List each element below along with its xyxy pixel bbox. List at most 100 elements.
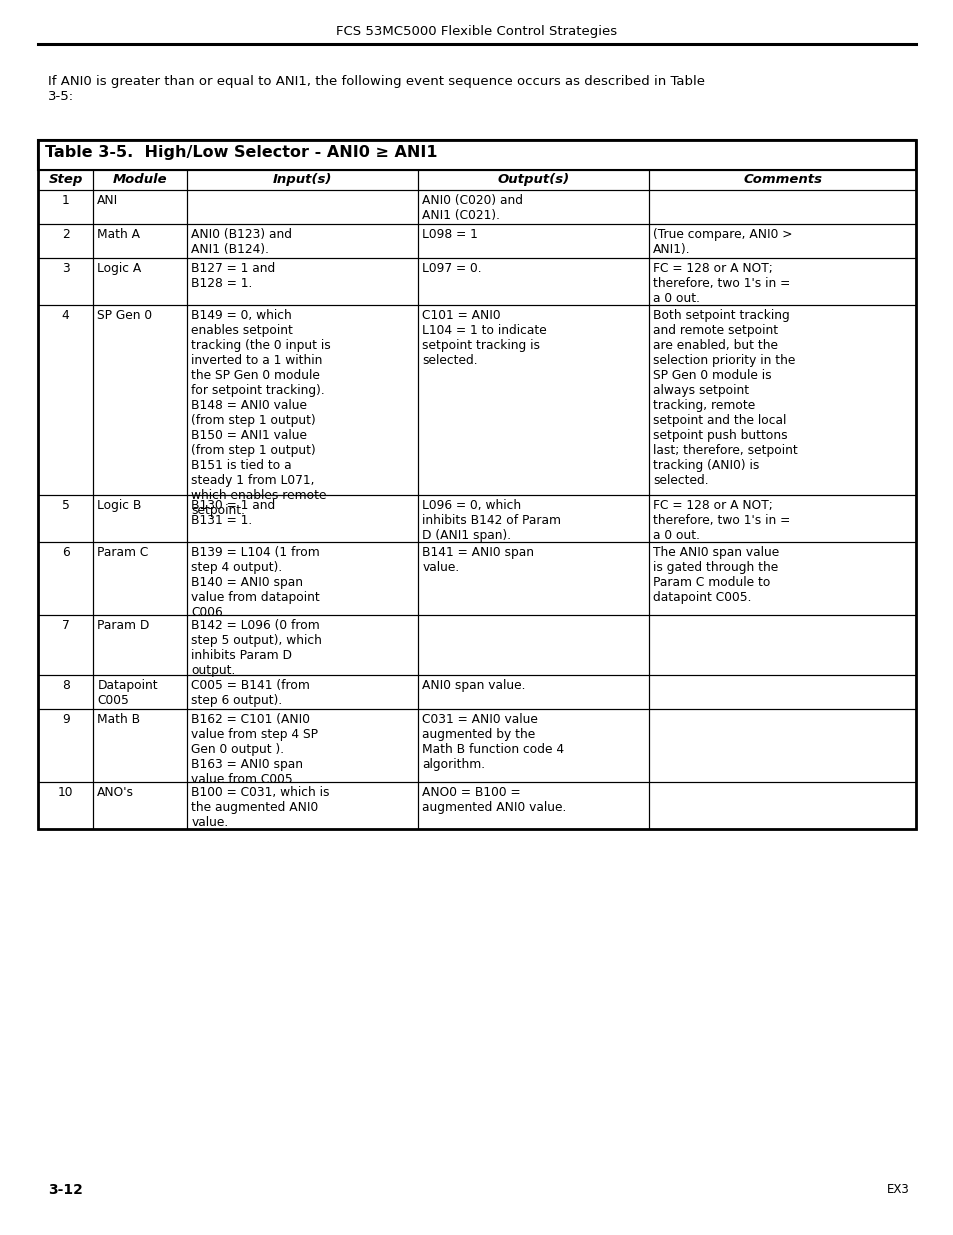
Bar <box>187 190 417 224</box>
Text: B100 = C031, which is
the augmented ANI0
value.: B100 = C031, which is the augmented ANI0… <box>191 785 330 829</box>
Text: Math A: Math A <box>97 228 140 241</box>
Bar <box>417 190 648 224</box>
Text: EX3: EX3 <box>886 1183 909 1195</box>
Text: B162 = C101 (ANI0
value from step 4 SP
Gen 0 output ).
B163 = ANI0 span
value fr: B162 = C101 (ANI0 value from step 4 SP G… <box>191 713 318 785</box>
Bar <box>648 782 915 829</box>
Text: 9: 9 <box>62 713 70 726</box>
Text: B149 = 0, which
enables setpoint
tracking (the 0 input is
inverted to a 1 within: B149 = 0, which enables setpoint trackin… <box>191 309 331 517</box>
Bar <box>93 190 187 224</box>
Text: Datapoint
C005: Datapoint C005 <box>97 679 158 706</box>
Text: Output(s): Output(s) <box>497 173 569 186</box>
Bar <box>187 258 417 305</box>
Text: ANI: ANI <box>97 194 118 207</box>
Bar <box>648 615 915 676</box>
Bar <box>93 709 187 782</box>
Bar <box>38 615 93 676</box>
Text: B127 = 1 and
B128 = 1.: B127 = 1 and B128 = 1. <box>191 262 275 290</box>
Bar <box>187 305 417 495</box>
Text: 3: 3 <box>62 262 70 275</box>
Bar <box>648 542 915 615</box>
Bar <box>93 542 187 615</box>
Text: Math B: Math B <box>97 713 140 726</box>
Bar <box>38 782 93 829</box>
Bar <box>38 709 93 782</box>
Text: 1: 1 <box>62 194 70 207</box>
Bar <box>38 676 93 709</box>
Bar <box>38 140 915 829</box>
Bar <box>417 305 648 495</box>
Bar <box>417 615 648 676</box>
Bar <box>93 615 187 676</box>
Bar <box>648 258 915 305</box>
Bar <box>38 190 93 224</box>
Text: 5: 5 <box>62 499 70 513</box>
Bar <box>38 170 93 190</box>
Bar <box>417 495 648 542</box>
Text: B142 = L096 (0 from
step 5 output), which
inhibits Param D
output.: B142 = L096 (0 from step 5 output), whic… <box>191 619 322 677</box>
Bar <box>93 782 187 829</box>
Text: 3-12: 3-12 <box>48 1183 83 1197</box>
Text: FC = 128 or A NOT;
therefore, two 1's in =
a 0 out.: FC = 128 or A NOT; therefore, two 1's in… <box>653 499 789 542</box>
Text: 4: 4 <box>62 309 70 322</box>
Text: 6: 6 <box>62 546 70 559</box>
Text: Input(s): Input(s) <box>273 173 332 186</box>
Text: Param C: Param C <box>97 546 149 559</box>
Text: B139 = L104 (1 from
step 4 output).
B140 = ANI0 span
value from datapoint
C006.: B139 = L104 (1 from step 4 output). B140… <box>191 546 319 619</box>
Text: ANI0 span value.: ANI0 span value. <box>422 679 525 692</box>
Bar <box>187 224 417 258</box>
Bar <box>417 709 648 782</box>
Bar <box>648 495 915 542</box>
Bar <box>187 495 417 542</box>
Text: L097 = 0.: L097 = 0. <box>422 262 481 275</box>
Text: FCS 53MC5000 Flexible Control Strategies: FCS 53MC5000 Flexible Control Strategies <box>336 25 617 38</box>
Bar <box>38 542 93 615</box>
Text: Comments: Comments <box>742 173 821 186</box>
Text: 8: 8 <box>62 679 70 692</box>
Bar <box>187 676 417 709</box>
Bar <box>93 676 187 709</box>
Text: B141 = ANI0 span
value.: B141 = ANI0 span value. <box>422 546 534 574</box>
Text: FC = 128 or A NOT;
therefore, two 1's in =
a 0 out.: FC = 128 or A NOT; therefore, two 1's in… <box>653 262 789 305</box>
Bar <box>187 709 417 782</box>
Text: C101 = ANI0
L104 = 1 to indicate
setpoint tracking is
selected.: C101 = ANI0 L104 = 1 to indicate setpoin… <box>422 309 546 367</box>
Text: SP Gen 0: SP Gen 0 <box>97 309 152 322</box>
Text: The ANI0 span value
is gated through the
Param C module to
datapoint C005.: The ANI0 span value is gated through the… <box>653 546 779 604</box>
Bar <box>93 495 187 542</box>
Bar <box>648 170 915 190</box>
Bar <box>187 782 417 829</box>
Text: L096 = 0, which
inhibits B142 of Param
D (ANI1 span).: L096 = 0, which inhibits B142 of Param D… <box>422 499 560 542</box>
Text: 7: 7 <box>62 619 70 632</box>
Text: Both setpoint tracking
and remote setpoint
are enabled, but the
selection priori: Both setpoint tracking and remote setpoi… <box>653 309 797 487</box>
Bar <box>417 224 648 258</box>
Bar <box>648 709 915 782</box>
Text: Logic A: Logic A <box>97 262 141 275</box>
Bar <box>38 224 93 258</box>
Bar <box>417 170 648 190</box>
Text: Module: Module <box>112 173 168 186</box>
Text: Logic B: Logic B <box>97 499 142 513</box>
Bar <box>417 782 648 829</box>
Text: C031 = ANI0 value
augmented by the
Math B function code 4
algorithm.: C031 = ANI0 value augmented by the Math … <box>422 713 564 771</box>
Bar <box>648 305 915 495</box>
Bar <box>93 170 187 190</box>
Bar <box>648 190 915 224</box>
Bar <box>417 676 648 709</box>
Text: ANO0 = B100 =
augmented ANI0 value.: ANO0 = B100 = augmented ANI0 value. <box>422 785 566 814</box>
Bar <box>38 140 915 170</box>
Text: L098 = 1: L098 = 1 <box>422 228 477 241</box>
Text: Table 3-5.  High/Low Selector - ANI0 ≥ ANI1: Table 3-5. High/Low Selector - ANI0 ≥ AN… <box>45 144 437 161</box>
Bar <box>38 258 93 305</box>
Text: C005 = B141 (from
step 6 output).: C005 = B141 (from step 6 output). <box>191 679 310 706</box>
Bar <box>417 542 648 615</box>
Bar <box>93 258 187 305</box>
Bar <box>38 305 93 495</box>
Text: Param D: Param D <box>97 619 150 632</box>
Bar <box>187 170 417 190</box>
Text: (True compare, ANI0 >
ANI1).: (True compare, ANI0 > ANI1). <box>653 228 792 256</box>
Text: B130 = 1 and
B131 = 1.: B130 = 1 and B131 = 1. <box>191 499 275 527</box>
Bar <box>417 258 648 305</box>
Text: 2: 2 <box>62 228 70 241</box>
Text: ANI0 (B123) and
ANI1 (B124).: ANI0 (B123) and ANI1 (B124). <box>191 228 292 256</box>
Bar <box>187 542 417 615</box>
Bar <box>648 224 915 258</box>
